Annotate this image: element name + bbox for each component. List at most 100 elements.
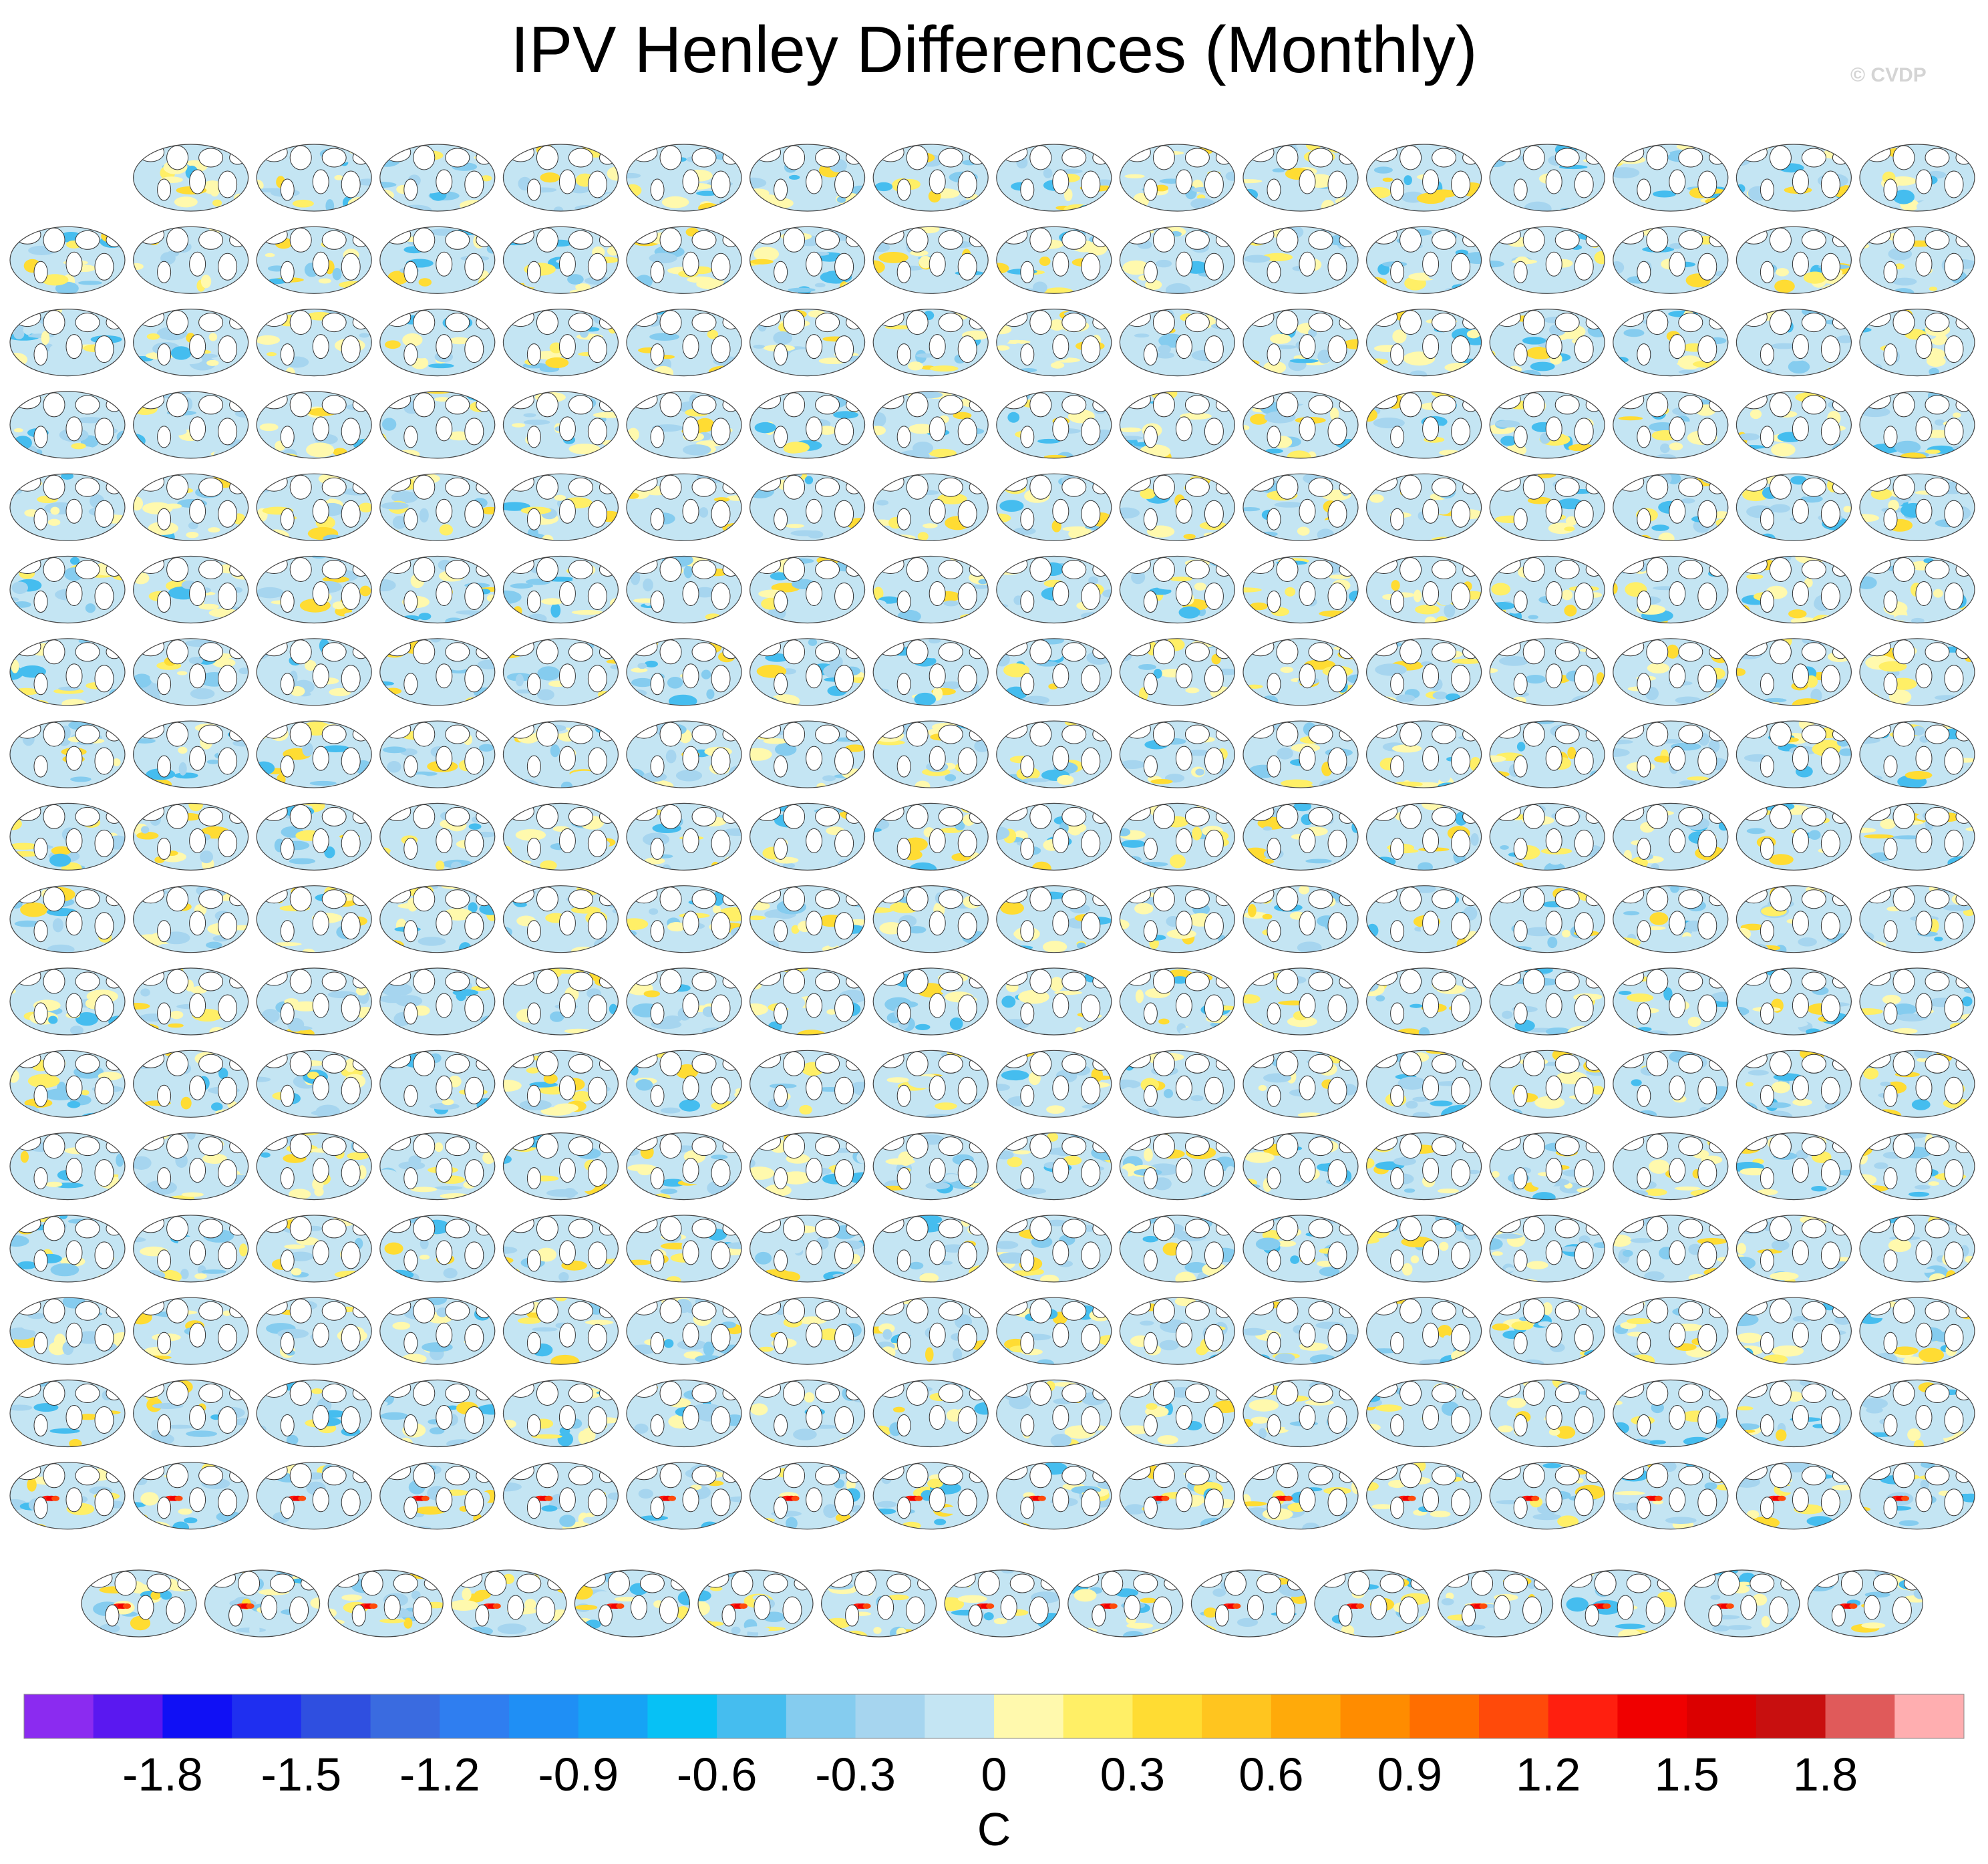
map-panel bbox=[379, 802, 496, 871]
map-panel bbox=[256, 1050, 372, 1118]
colorbar-bin bbox=[1340, 1694, 1410, 1738]
map-panel bbox=[1242, 226, 1359, 294]
map-panel bbox=[872, 473, 989, 541]
colorbar-tick-label: -1.5 bbox=[261, 1748, 342, 1801]
map-panel bbox=[574, 1569, 691, 1638]
map-panel bbox=[1489, 1132, 1605, 1201]
map-panel bbox=[1859, 226, 1975, 294]
map-panel bbox=[872, 638, 989, 706]
colorbar-bin bbox=[855, 1694, 925, 1738]
map-panel bbox=[9, 1379, 126, 1448]
map-panel bbox=[749, 1050, 866, 1118]
map-panel bbox=[1366, 1297, 1482, 1365]
map-panel bbox=[1859, 391, 1975, 459]
map-panel bbox=[749, 1215, 866, 1283]
map-panel bbox=[256, 1215, 372, 1283]
map-panel bbox=[1489, 1297, 1605, 1365]
map-panel bbox=[872, 1297, 989, 1365]
colorbar-frame bbox=[23, 1694, 1965, 1739]
map-panel bbox=[379, 391, 496, 459]
map-panel bbox=[996, 144, 1112, 212]
colorbar-tick-label: -1.2 bbox=[399, 1748, 480, 1801]
map-panel bbox=[626, 1379, 742, 1448]
map-panel bbox=[872, 144, 989, 212]
map-panel bbox=[379, 967, 496, 1036]
map-panel bbox=[256, 391, 372, 459]
map-panel bbox=[1859, 1462, 1975, 1530]
map-panel bbox=[749, 1462, 866, 1530]
map-panel bbox=[256, 308, 372, 377]
map-panel bbox=[133, 802, 249, 871]
map-panel bbox=[1366, 885, 1482, 953]
map-panel bbox=[1366, 1050, 1482, 1118]
map-panel bbox=[81, 1569, 197, 1638]
colorbar-bin bbox=[1202, 1694, 1272, 1738]
colorbar-bin bbox=[1894, 1694, 1965, 1738]
map-panel bbox=[1242, 720, 1359, 788]
map-panel bbox=[1613, 308, 1729, 377]
map-panel bbox=[502, 720, 619, 788]
map-panel bbox=[9, 967, 126, 1036]
map-panel bbox=[1489, 802, 1605, 871]
map-panel bbox=[133, 1050, 249, 1118]
map-panel bbox=[996, 308, 1112, 377]
map-panel bbox=[1366, 638, 1482, 706]
map-panel bbox=[1489, 1379, 1605, 1448]
map-panel bbox=[1242, 638, 1359, 706]
map-panel bbox=[1735, 555, 1852, 624]
map-panel bbox=[996, 720, 1112, 788]
map-panel bbox=[1489, 1462, 1605, 1530]
map-panel bbox=[1366, 967, 1482, 1036]
map-panel bbox=[256, 473, 372, 541]
map-panel bbox=[1242, 802, 1359, 871]
map-panel bbox=[996, 226, 1112, 294]
map-panel bbox=[749, 1297, 866, 1365]
map-panel bbox=[1119, 308, 1236, 377]
colorbar-bin bbox=[1479, 1694, 1549, 1738]
map-panel bbox=[749, 967, 866, 1036]
map-panel bbox=[1859, 720, 1975, 788]
map-panel bbox=[1859, 473, 1975, 541]
map-panel bbox=[133, 555, 249, 624]
map-panel bbox=[1684, 1569, 1800, 1638]
map-panel bbox=[256, 720, 372, 788]
map-panel bbox=[1489, 144, 1605, 212]
map-panel bbox=[502, 1297, 619, 1365]
map-panel bbox=[1859, 1297, 1975, 1365]
map-panel bbox=[749, 144, 866, 212]
map-panel bbox=[1366, 308, 1482, 377]
map-panel bbox=[1067, 1569, 1184, 1638]
colorbar-bin bbox=[1617, 1694, 1687, 1738]
colorbar-units-label: C bbox=[977, 1803, 1011, 1855]
map-panel bbox=[1859, 1132, 1975, 1201]
map-panel bbox=[626, 391, 742, 459]
map-panel bbox=[626, 473, 742, 541]
map-panel bbox=[1119, 226, 1236, 294]
map-panel bbox=[1859, 144, 1975, 212]
colorbar-bin bbox=[994, 1694, 1064, 1738]
map-panel bbox=[9, 1132, 126, 1201]
colorbar-bin bbox=[717, 1694, 787, 1738]
colorbar-tick-label: 0.9 bbox=[1377, 1748, 1442, 1801]
map-panel bbox=[1119, 1050, 1236, 1118]
map-panel bbox=[1119, 720, 1236, 788]
map-panel bbox=[133, 638, 249, 706]
map-panel bbox=[379, 1297, 496, 1365]
map-panel bbox=[1489, 720, 1605, 788]
map-panel bbox=[1613, 1379, 1729, 1448]
map-panel bbox=[1613, 638, 1729, 706]
map-panel bbox=[872, 967, 989, 1036]
map-panel bbox=[996, 1132, 1112, 1201]
map-panel bbox=[1489, 391, 1605, 459]
map-panel bbox=[626, 1050, 742, 1118]
map-panel bbox=[1489, 1215, 1605, 1283]
map-panel bbox=[133, 473, 249, 541]
colorbar-bin bbox=[93, 1694, 163, 1738]
map-panel bbox=[133, 1132, 249, 1201]
map-panel bbox=[9, 885, 126, 953]
map-panel bbox=[872, 1379, 989, 1448]
map-panel bbox=[1119, 967, 1236, 1036]
map-panel bbox=[133, 1297, 249, 1365]
map-panel bbox=[379, 885, 496, 953]
colorbar-bin bbox=[509, 1694, 579, 1738]
